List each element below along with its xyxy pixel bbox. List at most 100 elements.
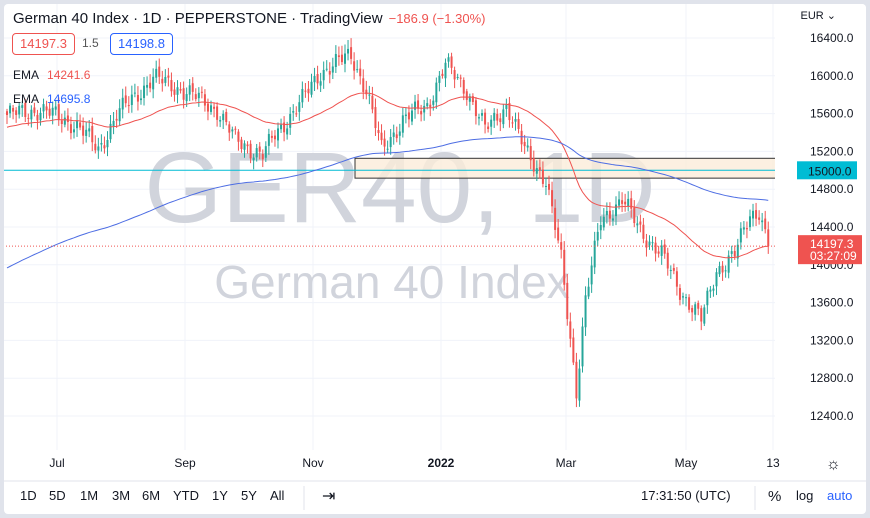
range-ytd[interactable]: YTD: [173, 488, 199, 503]
symbol-title[interactable]: German 40 Index · 1D · PEPPERSTONE · Tra…: [13, 10, 383, 27]
candle-body: [672, 267, 675, 271]
range-6m[interactable]: 6M: [142, 488, 161, 503]
chart-canvas[interactable]: GER40, 1D German 40 Index 16400.0 16000.0 15…: [4, 4, 866, 514]
candle-body: [532, 158, 535, 172]
candle-body: [319, 81, 322, 86]
candle-body: [225, 111, 228, 123]
time-tick-label: Nov: [302, 456, 323, 470]
candle-body: [639, 221, 642, 225]
candle-body: [301, 88, 304, 103]
price-tick-label: 12800.0: [810, 371, 854, 385]
last-price-label-bg: [798, 235, 862, 265]
clock-timezone[interactable]: 17:31:50 (UTC): [641, 488, 731, 503]
candle-body: [179, 89, 182, 91]
level-price-label-bg: [797, 161, 857, 180]
candle-body: [298, 102, 301, 112]
candle-body: [30, 109, 33, 120]
range-1y[interactable]: 1Y: [212, 488, 228, 503]
candle-body: [551, 190, 554, 207]
candle-body: [231, 129, 234, 132]
candle-body: [694, 304, 697, 315]
candle-body: [767, 229, 770, 247]
candle-body: [33, 107, 36, 113]
candle-body: [544, 185, 547, 187]
watermark-symbol: GER40, 1D: [144, 132, 655, 244]
currency-dropdown[interactable]: EUR ⌄: [800, 9, 836, 22]
candle-body: [243, 143, 246, 150]
candle-body: [630, 198, 633, 209]
price-tick-label: 13600.0: [810, 296, 854, 310]
ema-fast-line: [6, 92, 769, 259]
candle-body: [386, 148, 389, 150]
candle-body: [660, 245, 663, 256]
candle-body: [481, 113, 484, 116]
candle-body: [176, 87, 179, 95]
candle-body: [681, 296, 684, 298]
candle-body: [541, 169, 544, 184]
candle-body: [45, 106, 48, 111]
candle-body: [79, 122, 82, 128]
auto-toggle[interactable]: auto: [827, 488, 853, 503]
percent-toggle[interactable]: %: [768, 488, 782, 505]
candle-body: [124, 95, 127, 104]
candle-body: [432, 100, 435, 105]
candle-body: [642, 224, 645, 239]
candle-body: [203, 94, 206, 106]
candle-body: [645, 240, 648, 248]
settings-gear-icon[interactable]: ☼: [826, 456, 841, 473]
chart-window: GER40, 1D German 40 Index 16400.0 16000.0 15…: [4, 4, 866, 514]
candle-body: [724, 270, 727, 272]
range-1m[interactable]: 1M: [80, 488, 99, 503]
candle-body: [69, 124, 72, 134]
candle-body: [678, 288, 681, 300]
candle-body: [596, 231, 599, 241]
last-price-label: 14197.3: [810, 237, 854, 251]
candle-body: [24, 102, 27, 117]
candle-body: [88, 128, 91, 132]
candle-body: [742, 227, 745, 230]
price-tick-label: 15200.0: [810, 144, 854, 158]
candle-body: [700, 308, 703, 322]
ema-fast-legend[interactable]: EMA 14241.6: [13, 68, 90, 82]
candle-body: [426, 103, 429, 107]
range-5y[interactable]: 5Y: [241, 488, 257, 503]
candle-body: [511, 122, 514, 124]
buy-price-button[interactable]: 14198.8: [110, 33, 173, 55]
candle-body: [438, 75, 441, 83]
time-tick-label: Mar: [556, 456, 577, 470]
candle-body: [210, 105, 213, 112]
candle-body: [669, 270, 672, 272]
range-all[interactable]: All: [270, 488, 285, 503]
candle-body: [280, 124, 283, 130]
range-1d[interactable]: 1D: [20, 488, 37, 503]
candle-body: [520, 130, 523, 145]
range-3m[interactable]: 3M: [112, 488, 131, 503]
candle-body: [578, 368, 581, 401]
price-axis: [775, 4, 866, 450]
candle-body: [691, 308, 694, 313]
candle-body: [688, 297, 691, 310]
ema-slow-legend[interactable]: EMA 14695.8: [13, 92, 90, 106]
candle-body: [27, 117, 30, 119]
price-tick-label: 12400.0: [810, 409, 854, 423]
range-5d[interactable]: 5D: [49, 488, 66, 503]
currency-label: EUR: [800, 10, 824, 22]
candle-body: [420, 111, 423, 115]
candle-body: [581, 326, 584, 367]
candle-body: [103, 145, 106, 149]
candle-body: [407, 112, 410, 120]
candle-body: [675, 271, 678, 287]
candle-body: [85, 129, 88, 136]
price-tick-label: 14800.0: [810, 182, 854, 196]
goto-date-icon[interactable]: ⇥: [322, 488, 336, 505]
candle-body: [435, 82, 438, 103]
candle-body: [395, 134, 398, 139]
log-toggle[interactable]: log: [796, 488, 814, 503]
sell-price-button[interactable]: 14197.3: [12, 33, 75, 55]
candle-body: [697, 302, 700, 309]
candle-body: [401, 115, 404, 133]
candle-body: [453, 70, 456, 80]
candle-body: [115, 118, 118, 121]
candle-body: [657, 251, 660, 254]
candle-body: [487, 126, 490, 130]
